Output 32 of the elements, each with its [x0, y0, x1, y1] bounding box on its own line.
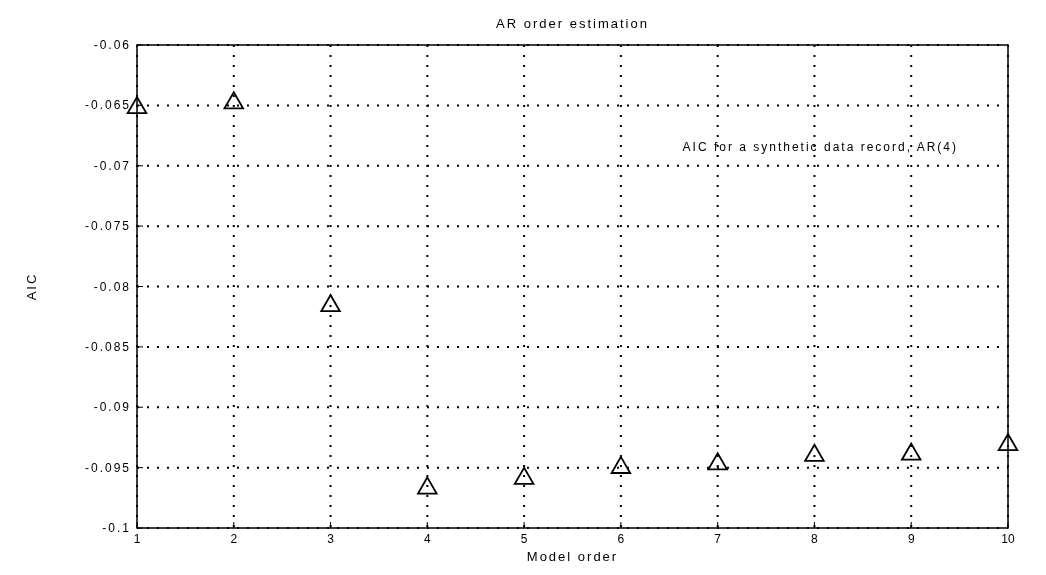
x-tick-label: 1 [133, 532, 141, 546]
point [707, 452, 728, 471]
y-tick-label: -0.085 [84, 339, 131, 354]
y-tick-label: -0.075 [84, 219, 131, 234]
x-tick-label: 3 [327, 532, 335, 546]
y-axis-title: AIC [24, 272, 39, 301]
point [804, 443, 825, 462]
annotation: AIC for a synthetic data record, AR(4) [682, 140, 958, 154]
y-tick-label: -0.09 [93, 400, 131, 415]
y-tick-label: -0.06 [93, 38, 131, 52]
x-tick-label: 7 [714, 532, 722, 546]
x-tick-label: 5 [520, 532, 528, 546]
point [901, 442, 922, 461]
y-tick-label: -0.08 [93, 279, 131, 294]
x-tick-label: 9 [907, 532, 915, 546]
point [417, 476, 438, 495]
x-tick-label: 4 [423, 532, 431, 546]
x-tick-label: 2 [230, 532, 238, 546]
x-tick-label: 8 [811, 532, 819, 546]
y-tick-label: -0.065 [84, 98, 131, 113]
point [513, 466, 535, 485]
point [223, 91, 244, 110]
x-tick-label: 6 [617, 532, 625, 546]
point [320, 294, 341, 313]
y-tick-label: -0.095 [84, 460, 131, 475]
y-tick-label: -0.07 [93, 158, 131, 173]
point [997, 433, 1019, 451]
x-axis-title: Model order [526, 549, 619, 564]
point [610, 455, 632, 474]
y-tick-label: -0.1 [102, 521, 131, 535]
x-tick-label: 10 [1001, 532, 1015, 546]
chart-title: AR order estimation [496, 16, 649, 31]
